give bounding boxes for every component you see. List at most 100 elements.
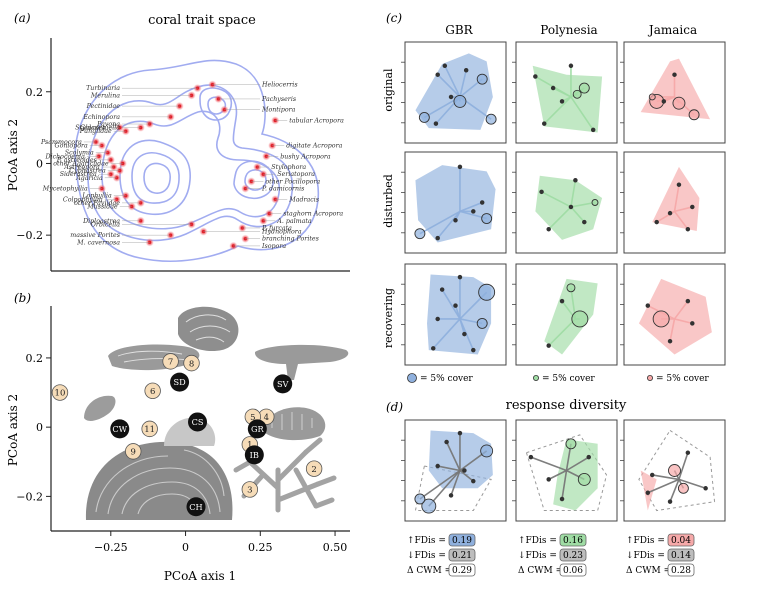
centroid-spoke — [444, 65, 461, 98]
species-label: Pachyseris — [261, 96, 297, 103]
species-label: Galaxea — [80, 125, 106, 132]
mini-trait-plot — [512, 151, 618, 254]
metric-label: ↓FDis = — [518, 551, 557, 561]
species-cover-point — [435, 316, 440, 322]
species-cover-point — [661, 99, 667, 104]
species-cover-point — [542, 121, 547, 126]
legend-marker-gbr — [407, 373, 417, 383]
species-cover-point — [688, 109, 700, 121]
metric-value-box — [559, 533, 587, 547]
centroid-spoke — [419, 210, 461, 235]
species-point-core — [210, 83, 215, 87]
mini-trait-plot — [401, 41, 507, 144]
centroid-spoke — [673, 184, 680, 212]
species-label: Astreopora — [63, 164, 100, 171]
centroid-spoke — [432, 318, 461, 349]
xtick-label: 0.25 — [248, 541, 273, 554]
centroid-spoke — [678, 478, 706, 490]
species-cover-point — [414, 228, 426, 240]
species-label: massive Porites — [70, 232, 121, 239]
species-cover-point — [471, 478, 476, 484]
species-cover-point — [442, 63, 448, 69]
morphology-point-label: 2 — [311, 465, 316, 475]
species-cover-point — [476, 317, 488, 329]
functional-group-label: CS — [192, 417, 204, 427]
species-label: bushy Acropora — [280, 153, 331, 160]
panel-b-plot: 1 2 3 45 6 7 8 9 10 11 SD SV CS CW GR IB CH 0.2 0 −0.2 −0.… — [16, 306, 350, 554]
panel-d-grid — [401, 419, 726, 522]
species-cover-point — [559, 99, 565, 104]
functional-group-point — [110, 419, 130, 439]
functional-group-point — [188, 412, 208, 432]
species-cover-point — [448, 94, 454, 100]
functional-group-point — [170, 372, 190, 392]
species-cover-point — [533, 74, 538, 79]
species-label: Montipora — [261, 107, 296, 114]
species-cover-point — [476, 73, 488, 85]
species-cover-point — [462, 468, 467, 473]
metric-label: Δ CWM = — [518, 566, 563, 576]
species-cover-point — [571, 310, 589, 328]
species-cover-point — [676, 182, 682, 187]
functional-group-label: CW — [112, 424, 127, 434]
species-label: Mussidae — [86, 203, 118, 210]
species-label: other Faviidae — [74, 200, 120, 207]
species-cover-point — [652, 310, 670, 328]
centroid-spoke — [548, 469, 567, 481]
morphology-point-label: 7 — [168, 358, 173, 368]
column-label-gbr: GBR — [445, 23, 473, 37]
species-cover-point — [667, 210, 673, 216]
species-cover-point — [591, 199, 599, 206]
coral-silhouettes — [84, 306, 349, 520]
species-cover-point — [650, 472, 655, 478]
ytick-label: −0.2 — [16, 229, 43, 242]
panel-a-title: coral trait space — [148, 13, 256, 28]
centroid-spoke — [647, 478, 680, 494]
panel-c-legend: = 5% cover = 5% cover = 5% cover — [407, 373, 709, 384]
species-label: other Agariciidae — [53, 160, 109, 167]
species-cover-point — [528, 454, 534, 460]
metric-label: ↓FDis = — [626, 551, 665, 561]
species-cover-point — [481, 213, 493, 224]
centroid-spoke — [673, 300, 689, 320]
row-label-disturbed: disturbed — [382, 174, 395, 228]
panel-letter-b: (b) — [14, 291, 31, 305]
species-point-core — [231, 244, 235, 248]
morphology-point — [51, 384, 69, 401]
species-cover-point — [431, 346, 436, 351]
ytick-label: −0.2 — [16, 490, 43, 503]
species-label: Goniopora — [55, 143, 89, 150]
panel-letter-a: (a) — [14, 11, 31, 25]
centroid-spoke — [669, 318, 676, 342]
mini-trait-plot — [620, 263, 726, 366]
trait-hull — [415, 165, 496, 243]
morphology-point — [141, 420, 158, 438]
species-cover-point — [685, 298, 691, 304]
species-labels: Turbinaria Pectinidae Heliocerris Merulina P… — [40, 82, 344, 250]
legend-text-jamaica: = 5% cover — [656, 374, 709, 384]
species-cover-point — [586, 454, 592, 460]
species-cover-point — [667, 499, 673, 504]
panel-letter-c: (c) — [386, 11, 402, 25]
species-label: Diploastrea — [82, 218, 120, 225]
species-cover-point — [668, 464, 681, 477]
species-label: P. astreoides — [56, 157, 98, 164]
metric-value-box — [559, 563, 587, 577]
species-cover-point — [453, 218, 458, 223]
metric-label: ↓FDis = — [407, 551, 446, 561]
ytick-label: 0.2 — [26, 86, 44, 99]
species-label: Hydnophora — [261, 229, 302, 236]
row-label-recovering: recovering — [382, 288, 395, 348]
centroid-spoke — [552, 87, 572, 98]
morphology-point-label: 4 — [264, 413, 269, 423]
functional-group-label: SD — [173, 377, 186, 387]
centroid-spoke — [437, 465, 461, 472]
species-label: Turbinaria — [86, 85, 120, 92]
fdis-metrics: ↑FDis = 0.19↓FDis = 0.21Δ CWM = 0.29↑FDis =… — [407, 533, 695, 577]
species-cover-point — [703, 486, 708, 491]
species-label: Heliocerris — [261, 82, 298, 89]
species-cover-point — [677, 482, 689, 494]
legend-text-gbr: = 5% cover — [420, 374, 473, 384]
centroid-spoke — [570, 180, 577, 208]
